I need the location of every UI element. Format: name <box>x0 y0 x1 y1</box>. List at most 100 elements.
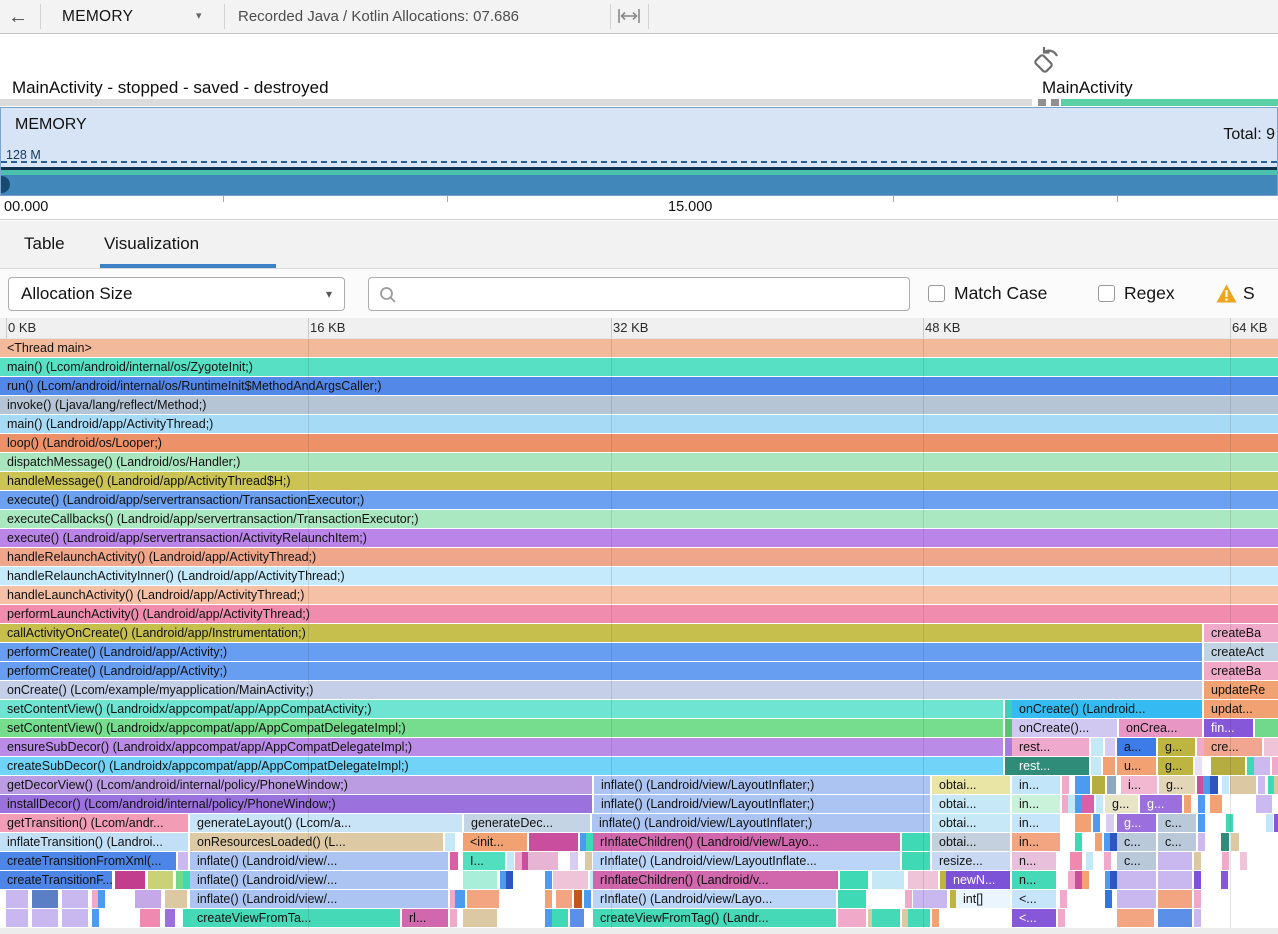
flame-frame[interactable] <box>1210 795 1222 813</box>
flame-frame[interactable]: installDecor() (Lcom/android/internal/po… <box>0 795 592 813</box>
flame-frame[interactable]: n... <box>1012 852 1056 870</box>
flame-frame[interactable]: rInflate() (Landroid/view/LayoutInflate.… <box>593 852 900 870</box>
flame-frame[interactable] <box>183 871 190 889</box>
flame-frame[interactable]: updateRe <box>1204 681 1278 699</box>
flame-frame[interactable] <box>570 909 584 927</box>
arrange-by-dropdown[interactable]: Allocation Size ▾ <box>8 277 345 311</box>
flame-frame[interactable] <box>92 890 99 908</box>
flame-frame[interactable] <box>176 871 183 889</box>
flame-frame[interactable] <box>528 833 578 851</box>
flame-frame[interactable] <box>1110 833 1117 851</box>
flame-frame[interactable] <box>1226 814 1233 832</box>
flame-frame[interactable]: getDecorView() (Lcom/android/internal/po… <box>0 776 592 794</box>
flame-frame[interactable]: updat... <box>1204 700 1278 718</box>
chevron-down-icon[interactable]: ▾ <box>196 10 202 22</box>
flame-frame[interactable] <box>1092 776 1105 794</box>
flame-frame[interactable] <box>1254 757 1270 775</box>
flame-frame[interactable] <box>1222 776 1229 794</box>
flame-frame[interactable] <box>556 890 572 908</box>
flame-frame[interactable]: obtai... <box>932 776 1010 794</box>
flame-frame[interactable]: g... <box>1158 738 1195 756</box>
flame-frame[interactable]: rInflateChildren() (Landroid/v... <box>593 871 838 889</box>
flame-frame[interactable]: main() (Lcom/android/internal/os/ZygoteI… <box>0 358 1278 376</box>
flame-frame[interactable] <box>1082 795 1094 813</box>
flame-frame[interactable] <box>1240 852 1247 870</box>
flame-frame[interactable] <box>1091 738 1103 756</box>
flame-frame[interactable]: rInflateChildren() (Landroid/view/Layo..… <box>593 833 900 851</box>
flame-frame[interactable]: u... <box>1117 757 1156 775</box>
flame-frame[interactable]: createTransitionFromXml(... <box>0 852 176 870</box>
flame-frame[interactable] <box>455 890 465 908</box>
flame-frame[interactable] <box>1005 738 1012 756</box>
flame-frame[interactable] <box>1110 871 1117 889</box>
flame-frame[interactable]: invoke() (Ljava/lang/reflect/Method;) <box>0 396 1278 414</box>
flame-frame[interactable]: inflate() (Landroid/view/LayoutInflater;… <box>592 814 930 832</box>
flame-frame[interactable]: <init... <box>463 833 527 851</box>
flame-frame[interactable] <box>5 890 28 908</box>
flame-frame[interactable] <box>1095 795 1103 813</box>
lifecycle-bar-active[interactable] <box>1061 99 1278 106</box>
flame-frame[interactable] <box>135 890 161 908</box>
flame-frame[interactable] <box>1117 909 1154 927</box>
flame-frame[interactable]: in... <box>1012 833 1060 851</box>
flame-frame[interactable] <box>908 871 938 889</box>
flame-frame[interactable]: inflate() (Landroid/view/LayoutInflater;… <box>594 795 930 813</box>
flame-frame[interactable]: I... <box>463 852 505 870</box>
flame-frame[interactable] <box>1106 814 1114 832</box>
flame-frame[interactable]: onResourcesLoaded() (L... <box>190 833 443 851</box>
flame-frame[interactable] <box>463 909 497 927</box>
flame-frame[interactable]: cre... <box>1204 738 1262 756</box>
flame-frame[interactable]: in... <box>1012 795 1060 813</box>
flame-frame[interactable] <box>1104 833 1111 851</box>
flame-frame[interactable]: fin... <box>1204 719 1253 737</box>
flame-frame[interactable]: int[] <box>956 890 1010 908</box>
flame-frame[interactable] <box>940 871 947 889</box>
flame-frame[interactable]: createTransitionF... <box>0 871 112 889</box>
flame-frame[interactable] <box>1105 738 1115 756</box>
flame-frame[interactable]: execute() (Landroid/app/servertransactio… <box>0 529 1278 547</box>
flame-frame[interactable] <box>1210 776 1218 794</box>
flame-frame[interactable]: rest... <box>1012 757 1089 775</box>
flame-frame[interactable]: setContentView() (Landroidx/appcompat/ap… <box>0 719 1003 737</box>
flame-frame[interactable] <box>527 852 558 870</box>
flame-frame[interactable] <box>580 833 587 851</box>
lifecycle-event-marker[interactable] <box>1038 99 1046 106</box>
flame-frame[interactable] <box>586 833 593 851</box>
flame-frame[interactable] <box>1197 738 1204 756</box>
flame-frame[interactable] <box>1158 909 1192 927</box>
flame-frame[interactable] <box>1082 871 1089 889</box>
flame-frame[interactable]: c... <box>1117 833 1156 851</box>
flame-frame[interactable]: ensureSubDecor() (Landroidx/appcompat/ap… <box>0 738 1003 756</box>
flame-frame[interactable] <box>872 909 900 927</box>
flame-frame[interactable] <box>450 909 457 927</box>
flame-frame[interactable]: g... <box>1159 776 1195 794</box>
flame-frame[interactable] <box>1093 814 1100 832</box>
flame-frame[interactable] <box>467 890 499 908</box>
flame-frame[interactable] <box>1264 738 1278 756</box>
flame-frame[interactable] <box>183 909 190 927</box>
track-range-handle[interactable] <box>1 176 10 193</box>
zoom-to-fit-icon[interactable] <box>617 7 641 30</box>
flame-frame[interactable] <box>585 852 592 870</box>
flame-frame[interactable] <box>1203 776 1210 794</box>
flame-frame[interactable] <box>553 871 588 889</box>
flame-frame[interactable] <box>522 852 529 870</box>
flame-frame[interactable] <box>545 871 552 889</box>
flame-frame[interactable] <box>1198 795 1205 813</box>
flame-frame[interactable]: generateDec... <box>464 814 590 832</box>
flame-frame[interactable] <box>1104 852 1111 870</box>
flame-frame[interactable] <box>902 852 930 870</box>
flame-frame[interactable] <box>1222 852 1229 870</box>
flame-frame[interactable]: inflate() (Landroid/view/... <box>190 890 448 908</box>
flame-frame[interactable]: in... <box>1012 814 1060 832</box>
flame-frame[interactable] <box>570 852 578 870</box>
flame-frame[interactable]: obtai... <box>932 795 1010 813</box>
match-case-checkbox[interactable] <box>928 285 945 302</box>
flame-frame[interactable] <box>1211 757 1245 775</box>
track-group-dropdown[interactable]: MEMORY <box>62 8 134 25</box>
flame-frame[interactable] <box>1075 776 1090 794</box>
flame-frame[interactable] <box>1103 757 1115 775</box>
flame-frame[interactable] <box>868 909 875 927</box>
flame-frame[interactable] <box>1005 719 1012 737</box>
flame-frame[interactable]: main() (Landroid/app/ActivityThread;) <box>0 415 1278 433</box>
